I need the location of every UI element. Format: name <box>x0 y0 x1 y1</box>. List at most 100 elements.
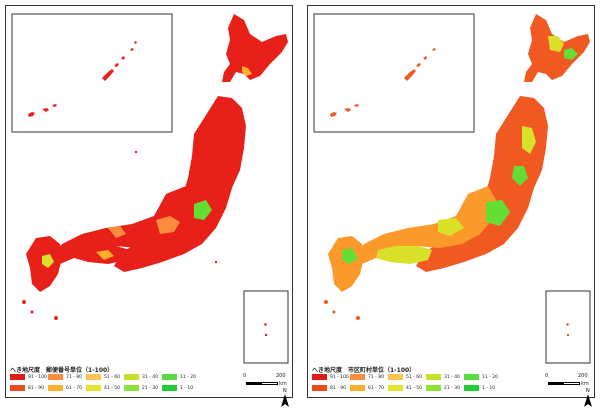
legend-item: 81 - 90 <box>312 385 346 391</box>
legend-label: 31 - 40 <box>142 374 158 380</box>
legend-label: 71 - 80 <box>66 374 82 380</box>
scale-unit: km <box>279 381 287 387</box>
legend-item: 41 - 50 <box>86 385 120 391</box>
hokkaido-patch <box>242 66 252 76</box>
legend-swatch <box>10 385 25 391</box>
okinawa-inset-frame <box>11 13 173 133</box>
legend-swatch <box>312 385 327 391</box>
legend-label: 91 - 100 <box>330 374 349 380</box>
legend-item: 61 - 70 <box>48 385 82 391</box>
legend-item: 71 - 80 <box>48 374 82 380</box>
legend: 91 - 100 81 - 90 71 - 80 61 - 70 51 - 60… <box>10 374 200 396</box>
legend: 91 - 100 81 - 90 71 - 80 61 - 70 51 - 60… <box>312 374 502 396</box>
legend-label: 61 - 70 <box>66 385 82 391</box>
legend-label: 1 - 10 <box>180 385 194 391</box>
north-arrow-icon: N <box>584 388 592 407</box>
legend-item: 31 - 40 <box>124 374 158 380</box>
legend-swatch <box>86 385 101 391</box>
legend-title: へき地尺度 市区町村単位（1-100） <box>312 367 416 374</box>
legend-swatch <box>464 385 479 391</box>
hokkaido-yellow-patch <box>548 36 564 52</box>
legend-item: 31 - 40 <box>426 374 460 380</box>
okinawa-inset-frame <box>313 13 475 133</box>
legend-item: 21 - 30 <box>124 385 158 391</box>
legend-swatch <box>124 374 139 380</box>
hokkaido <box>222 14 288 82</box>
honshu-north <box>416 96 548 272</box>
legend-swatch <box>124 385 139 391</box>
legend-label: 71 - 80 <box>368 374 384 380</box>
north-arrow-shape <box>281 394 289 407</box>
legend-swatch <box>388 374 403 380</box>
honshu-west <box>52 186 194 264</box>
ogasawara-islands <box>566 323 569 336</box>
kansai-yellow-patch <box>438 218 464 236</box>
japan-map-postal-code <box>11 13 289 364</box>
north-arrow-icon: N <box>281 388 289 407</box>
north-label: N <box>283 388 287 394</box>
legend-swatch <box>350 385 365 391</box>
legend-swatch <box>86 374 101 380</box>
okinawa-islands <box>28 41 137 117</box>
legend-label: 51 - 60 <box>406 374 422 380</box>
scale-bar: 0 200 km <box>545 373 592 391</box>
small-islands <box>324 300 360 320</box>
legend-item: 61 - 70 <box>350 385 384 391</box>
scale-bar-graphic <box>548 382 580 385</box>
legend-label: 91 - 100 <box>28 374 47 380</box>
legend-label: 31 - 40 <box>444 374 460 380</box>
okinawa-islands <box>330 48 436 117</box>
legend-item: 11 - 20 <box>162 374 196 380</box>
legend-item: 11 - 20 <box>464 374 498 380</box>
legend-label: 1 - 10 <box>482 385 496 391</box>
small-islands <box>22 150 218 320</box>
kyushu-green-patch <box>342 248 358 264</box>
honshu-north <box>114 96 246 272</box>
scale-max: 200 <box>578 373 588 379</box>
scale-zero: 0 <box>243 373 247 379</box>
legend-label: 61 - 70 <box>368 385 384 391</box>
legend-label: 41 - 50 <box>406 385 422 391</box>
legend-item: 81 - 90 <box>10 385 44 391</box>
kyushu <box>328 236 364 292</box>
legend-swatch <box>48 374 63 380</box>
legend-item: 91 - 100 <box>10 374 47 380</box>
legend-label: 41 - 50 <box>104 385 120 391</box>
legend-swatch <box>162 374 177 380</box>
ogasawara-inset-frame <box>545 290 591 364</box>
legend-label: 51 - 60 <box>104 374 120 380</box>
honshu-west <box>354 186 496 264</box>
legend-label: 21 - 30 <box>444 385 460 391</box>
legend-label: 11 - 20 <box>180 374 196 380</box>
japan-map-municipality <box>313 13 591 364</box>
legend-swatch <box>426 385 441 391</box>
legend-item: 51 - 60 <box>388 374 422 380</box>
legend-item: 91 - 100 <box>312 374 349 380</box>
shikoku <box>376 246 432 264</box>
kyushu-patch <box>42 254 54 268</box>
legend-swatch <box>312 374 327 380</box>
shikoku-patch <box>96 250 114 260</box>
north-label: N <box>586 388 590 394</box>
legend-swatch <box>464 374 479 380</box>
legend-swatch <box>426 374 441 380</box>
scale-max: 200 <box>276 373 286 379</box>
legend-swatch <box>48 385 63 391</box>
scale-bar-graphic <box>246 382 278 385</box>
legend-swatch <box>162 385 177 391</box>
scale-unit: km <box>581 381 589 387</box>
legend-label: 21 - 30 <box>142 385 158 391</box>
legend-swatch <box>350 374 365 380</box>
legend-item: 71 - 80 <box>350 374 384 380</box>
legend-item: 51 - 60 <box>86 374 120 380</box>
north-arrow-shape <box>584 394 592 407</box>
legend-title: へき地尺度 郵便番号単位（1-100） <box>10 367 114 374</box>
scale-bar: 0 200 km <box>243 373 290 391</box>
legend-label: 81 - 90 <box>330 385 346 391</box>
legend-item: 1 - 10 <box>162 385 193 391</box>
kansai-patch <box>156 216 180 234</box>
legend-item: 21 - 30 <box>426 385 460 391</box>
tohoku-green-patch <box>512 166 528 186</box>
legend-item: 41 - 50 <box>388 385 422 391</box>
legend-label: 11 - 20 <box>482 374 498 380</box>
